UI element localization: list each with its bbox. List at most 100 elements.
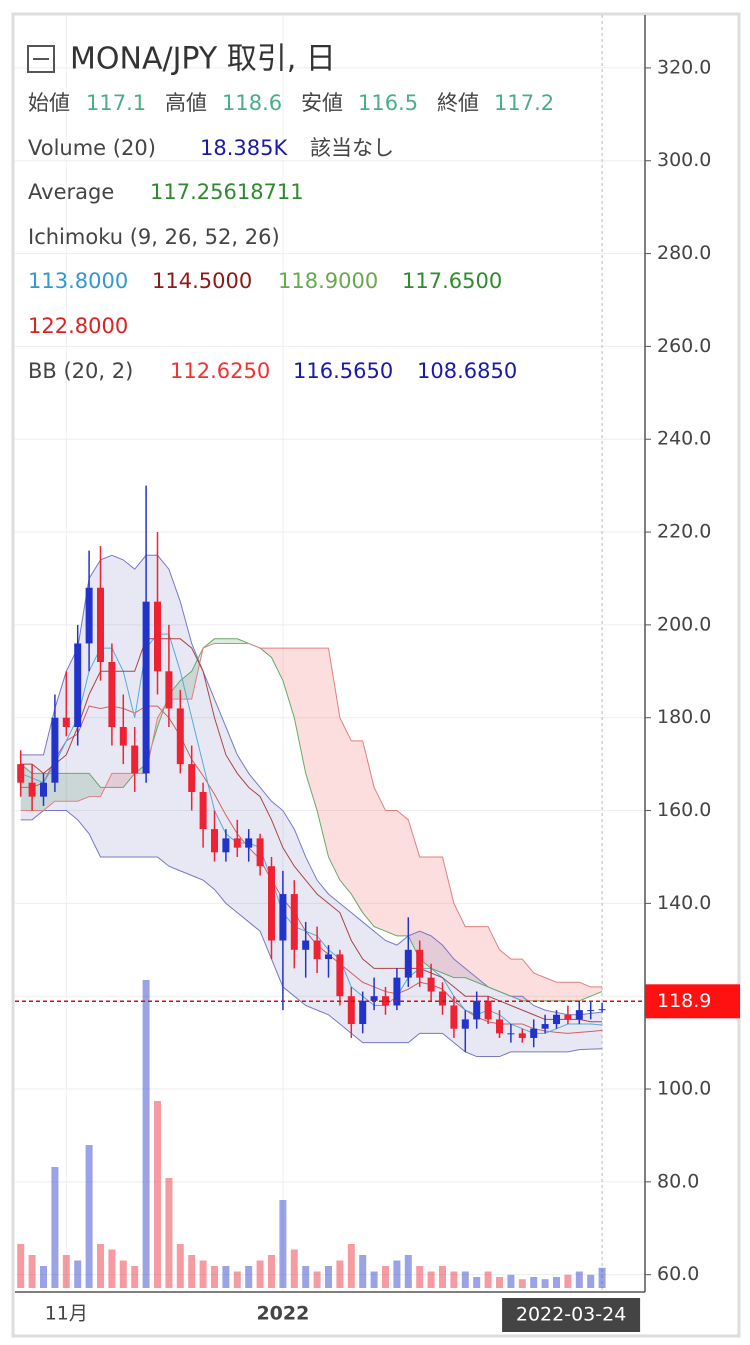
- candle-body: [40, 782, 47, 797]
- volume-bar: [74, 1260, 82, 1288]
- x-tick-label: 2022-03-24: [516, 1304, 626, 1326]
- volume-bar: [108, 1249, 116, 1288]
- ichimoku-cloud: [453, 903, 466, 978]
- y-tick-label: 80.0: [657, 1170, 699, 1192]
- candle-body: [245, 838, 253, 848]
- volume-bar: [359, 1255, 367, 1288]
- candle-body: [575, 1010, 583, 1020]
- ichimoku-cloud: [465, 926, 477, 983]
- y-tick-label: 140.0: [657, 892, 711, 914]
- candle-body: [553, 1014, 560, 1025]
- date-badge: [502, 1298, 641, 1332]
- legend-label: BB (20, 2): [28, 359, 133, 383]
- volume-bar: [484, 1271, 492, 1288]
- candle-body: [484, 1000, 492, 1020]
- volume-bar: [404, 1255, 412, 1288]
- candle-body: [347, 996, 355, 1025]
- volume-bar: [598, 1267, 606, 1288]
- ichimoku-cloud: [510, 959, 523, 1001]
- bb-middle-line: [20, 705, 603, 1034]
- volume-bar: [142, 980, 150, 1288]
- legend-label: Average: [28, 180, 114, 204]
- tenkan-line: [20, 633, 603, 1034]
- ichimoku-cloud: [362, 740, 375, 927]
- volume-bar: [313, 1271, 321, 1288]
- ichimoku-cloud: [317, 648, 329, 857]
- volume-bar: [518, 1279, 526, 1288]
- volume-bar: [347, 1244, 355, 1288]
- legend-label: 始値: [28, 91, 70, 115]
- candle-body: [131, 745, 139, 774]
- ichimoku-cloud: [294, 648, 306, 774]
- ichimoku-cloud: [556, 982, 568, 1001]
- y-tick-label: 240.0: [657, 428, 711, 450]
- legend-value: 117.25618711: [150, 180, 304, 204]
- candle-body: [28, 782, 36, 797]
- ichimoku-cloud: [77, 773, 90, 802]
- candle-body: [564, 1014, 572, 1020]
- legend-label: Ichimoku (9, 26, 52, 26): [28, 225, 280, 249]
- collapse-icon[interactable]: [27, 45, 55, 73]
- candle-body: [541, 1024, 549, 1029]
- kijun-line: [20, 638, 603, 1023]
- candle-body: [62, 717, 70, 727]
- ichimoku-cloud: [545, 977, 557, 1001]
- volume-bar: [165, 1178, 173, 1288]
- volume-bar: [473, 1277, 481, 1288]
- volume-bar: [461, 1271, 469, 1288]
- ichimoku-cloud: [351, 740, 363, 913]
- ichimoku-cloud: [488, 926, 500, 992]
- ichimoku-cloud: [396, 810, 409, 936]
- y-tick-label: 320.0: [657, 56, 711, 78]
- legend-value: 114.5000: [152, 269, 252, 293]
- candle-body: [496, 1019, 503, 1034]
- ichimoku-cloud: [431, 856, 443, 973]
- volume-bar: [62, 1255, 70, 1288]
- legend-label: 高値: [165, 91, 207, 115]
- volume-bar: [416, 1266, 424, 1288]
- candle-body: [74, 643, 82, 727]
- volume-bar: [211, 1266, 218, 1288]
- ichimoku-cloud: [385, 810, 397, 936]
- last-price-label: 118.9: [657, 990, 711, 1012]
- legend-value: 117.6500: [402, 269, 502, 293]
- volume-bar: [256, 1260, 264, 1288]
- legend-label: 終値: [437, 91, 479, 115]
- legend-value: 118.9000: [278, 269, 378, 293]
- candle-body: [51, 717, 59, 783]
- volume-bar: [553, 1277, 560, 1288]
- candle-body: [313, 940, 321, 960]
- candle-body: [382, 996, 389, 1006]
- candle-body: [233, 838, 241, 848]
- candle-body: [598, 1009, 606, 1011]
- volume-bar: [427, 1271, 435, 1288]
- ichimoku-cloud: [533, 972, 546, 1001]
- ichimoku-cloud: [339, 717, 352, 895]
- volume-bar: [541, 1279, 549, 1288]
- ichimoku-cloud: [328, 648, 340, 881]
- legend-value: 108.6850: [417, 359, 517, 383]
- ichimoku-cloud: [408, 819, 420, 960]
- ichimoku-cloud: [590, 986, 603, 997]
- volume-bar: [290, 1249, 298, 1288]
- legend-value: 18.385K: [200, 136, 288, 160]
- volume-bar: [222, 1266, 230, 1288]
- volume-bar: [28, 1255, 36, 1288]
- legend-value: 117.1: [86, 91, 146, 115]
- plot: [15, 15, 645, 1290]
- bb-lower-line: [20, 810, 603, 1058]
- legend-value: 116.5650: [293, 359, 393, 383]
- candle-body: [325, 954, 332, 960]
- candle-body: [439, 991, 446, 1006]
- y-tick-label: 100.0: [657, 1078, 711, 1100]
- candle-body: [404, 949, 412, 978]
- y-tick-label: 280.0: [657, 242, 711, 264]
- volume-bar: [564, 1274, 572, 1288]
- volume-bar: [176, 1244, 184, 1288]
- volume-bar: [17, 1244, 25, 1288]
- span-a-line: [20, 638, 603, 1002]
- legend-value: 117.2: [494, 91, 554, 115]
- candle-body: [302, 940, 310, 950]
- candle-body: [530, 1028, 538, 1038]
- candle-body: [268, 866, 275, 941]
